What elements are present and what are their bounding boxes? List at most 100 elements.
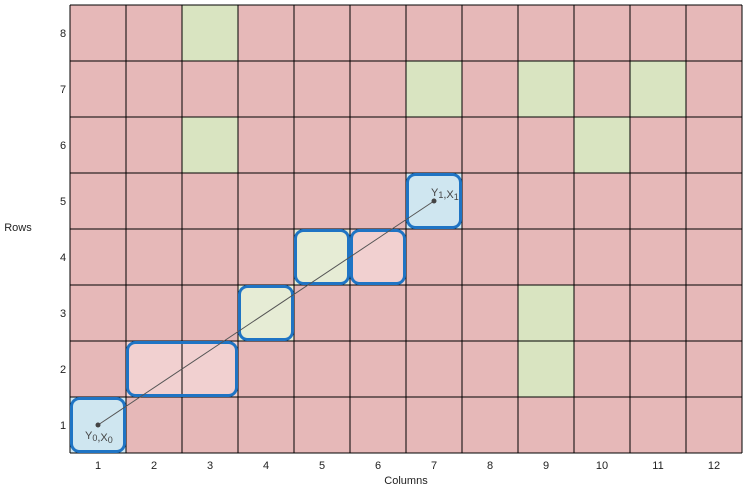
grid-cell xyxy=(406,397,462,453)
grid-cell xyxy=(70,61,126,117)
grid-cell xyxy=(182,341,238,397)
grid-cell xyxy=(462,61,518,117)
grid-cell xyxy=(182,285,238,341)
grid-cell xyxy=(70,5,126,61)
column-tick-label: 4 xyxy=(263,460,269,472)
grid-cell xyxy=(238,117,294,173)
grid-cell xyxy=(70,117,126,173)
grid-cell xyxy=(686,173,742,229)
row-tick-label: 8 xyxy=(60,28,66,40)
grid-cell xyxy=(630,285,686,341)
grid-cell xyxy=(294,117,350,173)
path-cell-outline xyxy=(350,229,406,285)
grid-cell xyxy=(350,229,406,285)
grid-cell xyxy=(574,397,630,453)
grid-cell xyxy=(518,117,574,173)
grid-cell xyxy=(574,61,630,117)
grid-cell xyxy=(182,5,238,61)
column-tick-labels: 1 2 3 4 5 6 7 8 9 10 11 12 xyxy=(95,460,720,472)
column-tick-label: 6 xyxy=(375,460,381,472)
grid-cell xyxy=(182,397,238,453)
column-tick-label: 8 xyxy=(487,460,493,472)
row-tick-label: 3 xyxy=(60,308,66,320)
row-tick-label: 4 xyxy=(60,252,66,264)
grid-cell xyxy=(182,117,238,173)
grid-cell xyxy=(350,397,406,453)
grid-cell xyxy=(294,285,350,341)
grid-cell xyxy=(238,173,294,229)
grid-cell xyxy=(574,173,630,229)
path_free-cell-outline xyxy=(294,229,350,285)
grid-cell xyxy=(238,341,294,397)
grid-cell xyxy=(294,5,350,61)
grid-cell xyxy=(518,173,574,229)
column-tick-label: 12 xyxy=(708,460,720,472)
start-cell-outline xyxy=(70,397,126,453)
grid-cell xyxy=(406,341,462,397)
grid-cell xyxy=(126,61,182,117)
grid-cell xyxy=(518,5,574,61)
grid-cell xyxy=(574,229,630,285)
row-tick-label: 2 xyxy=(60,364,66,376)
grid-cell xyxy=(518,397,574,453)
grid-cell xyxy=(686,285,742,341)
grid-cell xyxy=(182,61,238,117)
grid-cell xyxy=(238,5,294,61)
row-tick-label: 6 xyxy=(60,140,66,152)
grid-cell xyxy=(294,229,350,285)
grid-cell xyxy=(182,173,238,229)
path-outlines xyxy=(70,173,462,453)
column-tick-label: 10 xyxy=(596,460,608,472)
grid-cell xyxy=(462,229,518,285)
grid-cell xyxy=(294,61,350,117)
start-point-label: Y0,X0 xyxy=(85,430,113,445)
grid-cell xyxy=(630,5,686,61)
grid-cell xyxy=(70,173,126,229)
column-tick-label: 7 xyxy=(431,460,437,472)
grid-cell xyxy=(686,397,742,453)
grid-cell xyxy=(294,341,350,397)
column-tick-label: 5 xyxy=(319,460,325,472)
grid-cell xyxy=(574,285,630,341)
grid-cell xyxy=(350,5,406,61)
y-axis-title: Rows xyxy=(4,222,32,234)
grid-cell xyxy=(406,285,462,341)
start-point-dot xyxy=(95,422,101,428)
grid-cell xyxy=(126,285,182,341)
grid-cell xyxy=(686,117,742,173)
grid-cell xyxy=(238,61,294,117)
column-tick-label: 11 xyxy=(652,460,663,472)
row-tick-label: 5 xyxy=(60,196,66,208)
end-point-dot xyxy=(431,198,437,204)
grid-cell xyxy=(574,5,630,61)
grid-cell xyxy=(574,117,630,173)
grid-cell xyxy=(630,61,686,117)
grid-cell xyxy=(126,5,182,61)
grid-cell xyxy=(686,61,742,117)
grid-cell xyxy=(70,341,126,397)
grid-cell xyxy=(630,341,686,397)
grid-cell xyxy=(294,397,350,453)
grid-cell xyxy=(518,341,574,397)
grid-cell xyxy=(182,229,238,285)
path_free-cell-outline xyxy=(238,285,294,341)
path-cell-outline xyxy=(126,341,238,397)
connector-line xyxy=(97,200,435,426)
row-tick-label: 7 xyxy=(60,84,66,96)
grid-cell xyxy=(686,341,742,397)
grid-cell xyxy=(126,173,182,229)
grid-cell xyxy=(518,285,574,341)
grid-cell xyxy=(406,117,462,173)
grid-cell xyxy=(294,173,350,229)
grid-cell xyxy=(630,117,686,173)
grid-cell xyxy=(462,285,518,341)
grid-cell xyxy=(350,341,406,397)
grid-cell xyxy=(406,5,462,61)
grid-cell xyxy=(686,229,742,285)
grid-cell xyxy=(126,341,182,397)
grid-cell xyxy=(462,117,518,173)
column-tick-label: 9 xyxy=(543,460,549,472)
grid-cell xyxy=(630,173,686,229)
grid-cell xyxy=(462,173,518,229)
